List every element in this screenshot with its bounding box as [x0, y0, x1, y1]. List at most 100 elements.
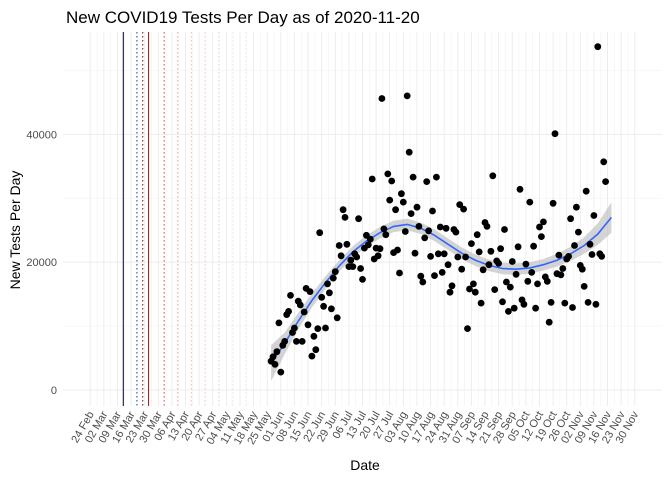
data-point	[417, 272, 425, 280]
data-point	[571, 242, 578, 249]
data-point	[456, 201, 464, 209]
data-point	[466, 285, 473, 293]
data-point	[499, 298, 506, 306]
data-point	[534, 280, 541, 288]
data-point	[349, 263, 357, 270]
data-point	[355, 215, 362, 223]
data-point	[569, 304, 576, 311]
data-point	[446, 288, 454, 296]
chart-title: New COVID19 Tests Per Day as of 2020-11-…	[66, 8, 420, 27]
data-point	[442, 224, 450, 232]
data-point	[584, 299, 592, 306]
data-point	[588, 251, 596, 258]
data-point	[462, 253, 469, 261]
data-point	[425, 227, 432, 235]
data-point	[364, 241, 372, 249]
data-point	[273, 348, 281, 356]
data-point	[559, 265, 567, 272]
confidence-band	[271, 202, 612, 382]
data-point	[394, 246, 401, 254]
data-point	[530, 242, 537, 250]
data-point	[341, 214, 349, 221]
data-point	[335, 242, 343, 249]
data-point	[353, 253, 361, 261]
data-point	[526, 198, 534, 206]
data-point	[411, 249, 419, 257]
data-point	[575, 228, 582, 236]
data-point	[470, 280, 477, 288]
data-point	[275, 319, 283, 327]
major-grid	[63, 32, 662, 406]
data-point	[392, 206, 399, 214]
data-point	[269, 353, 277, 361]
data-point	[436, 223, 444, 231]
data-point	[427, 253, 434, 260]
data-point	[495, 260, 502, 267]
data-point	[503, 278, 510, 286]
data-point	[512, 270, 520, 278]
data-point	[477, 299, 485, 307]
data-point	[444, 261, 452, 269]
data-point	[388, 177, 396, 185]
data-point	[333, 314, 341, 322]
data-point	[401, 228, 409, 235]
data-point	[586, 240, 594, 248]
data-point	[359, 276, 366, 283]
y-tick-label: 20000	[26, 257, 57, 269]
data-point	[343, 240, 351, 248]
data-point	[421, 234, 429, 242]
data-point	[296, 301, 304, 309]
data-point	[578, 265, 586, 273]
data-point	[328, 305, 335, 313]
data-point	[415, 223, 423, 230]
data-point	[277, 368, 285, 376]
data-point	[413, 203, 421, 211]
data-point	[506, 283, 514, 291]
data-point	[547, 299, 555, 306]
data-point	[431, 272, 438, 279]
data-point	[398, 190, 405, 198]
data-point	[298, 338, 306, 345]
data-point	[460, 205, 467, 213]
data-point	[468, 240, 475, 248]
data-point	[491, 286, 499, 293]
data-point	[549, 199, 557, 207]
data-point	[287, 292, 294, 299]
data-point	[374, 252, 382, 260]
data-point	[300, 308, 308, 316]
data-point	[448, 282, 456, 290]
y-axis-title: New Tests Per Day	[7, 171, 23, 290]
data-point	[433, 173, 440, 181]
data-point	[524, 277, 532, 285]
data-point	[285, 308, 292, 315]
data-point	[316, 229, 324, 237]
data-point	[567, 215, 574, 223]
reference-lines	[122, 32, 247, 406]
data-point	[580, 283, 588, 290]
data-point	[337, 252, 345, 260]
data-point	[378, 95, 386, 102]
data-point	[602, 178, 609, 186]
confidence-band-area	[271, 202, 612, 382]
data-point	[538, 233, 545, 241]
data-point	[510, 304, 518, 312]
data-point	[590, 212, 598, 219]
data-point	[320, 302, 327, 310]
data-point	[592, 300, 600, 308]
data-point	[329, 274, 337, 282]
data-point	[308, 352, 316, 360]
data-point	[528, 269, 536, 276]
data-point	[312, 346, 320, 354]
data-point	[281, 338, 289, 345]
data-point	[508, 258, 516, 265]
data-point	[291, 324, 298, 332]
data-point	[271, 361, 279, 368]
x-axis-title: Date	[350, 457, 380, 473]
data-point	[522, 260, 530, 268]
data-point	[520, 300, 528, 308]
data-point	[434, 250, 442, 258]
data-point	[368, 175, 376, 183]
data-point	[409, 173, 417, 181]
data-point	[357, 265, 364, 272]
